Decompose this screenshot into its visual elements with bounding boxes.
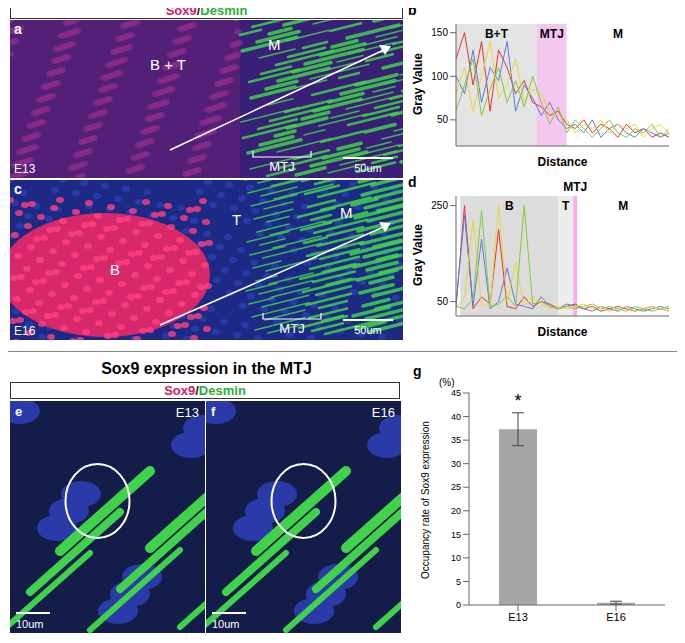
- html-text:d: d: [408, 174, 417, 190]
- svg-text:10: 10: [451, 553, 461, 563]
- svg-text:20: 20: [451, 506, 461, 516]
- svg-text:MTJ: MTJ: [269, 159, 294, 174]
- html-text:Sox9 / Desmin: Sox9 / Desmin: [165, 3, 248, 18]
- svg-text:15: 15: [451, 530, 461, 540]
- svg-text:E13: E13: [14, 162, 36, 176]
- svg-text:E16: E16: [372, 405, 395, 420]
- svg-text:B+T: B+T: [485, 27, 509, 41]
- svg-text:Gray Value: Gray Value: [411, 224, 425, 286]
- svg-text:*: *: [514, 391, 521, 411]
- html-text:Sox9 expression in the MTJ: Sox9 expression in the MTJ: [101, 360, 312, 377]
- svg-text:50: 50: [437, 114, 449, 125]
- svg-text:0: 0: [456, 600, 461, 610]
- svg-text:50: 50: [437, 296, 449, 307]
- svg-text:150: 150: [431, 27, 448, 38]
- svg-text:50um: 50um: [354, 324, 382, 336]
- svg-text:25: 25: [451, 482, 461, 492]
- svg-text:f: f: [211, 404, 216, 419]
- svg-text:Distance: Distance: [537, 155, 587, 169]
- svg-text:E13: E13: [508, 611, 528, 623]
- svg-text:MTJ: MTJ: [563, 180, 587, 194]
- svg-text:MTJ: MTJ: [540, 27, 564, 41]
- svg-text:250: 250: [431, 200, 448, 211]
- svg-text:c: c: [14, 181, 22, 197]
- svg-text:45: 45: [451, 388, 461, 398]
- svg-text:M: M: [613, 27, 623, 41]
- svg-text:E16: E16: [14, 324, 36, 338]
- svg-text:B: B: [110, 261, 120, 278]
- svg-text:B + T: B + T: [150, 56, 186, 73]
- svg-text:50um: 50um: [354, 162, 382, 174]
- svg-text:100: 100: [431, 71, 448, 82]
- svg-text:30: 30: [451, 459, 461, 469]
- svg-text:a: a: [14, 21, 22, 37]
- svg-text:MTJ: MTJ: [279, 321, 304, 336]
- svg-text:35: 35: [451, 435, 461, 445]
- svg-text:M: M: [340, 204, 353, 221]
- svg-text:40: 40: [451, 412, 461, 422]
- svg-text:M: M: [268, 36, 281, 53]
- svg-text:10um: 10um: [212, 618, 240, 630]
- html-text:g: g: [413, 363, 422, 379]
- svg-text:T: T: [562, 199, 570, 213]
- svg-text:e: e: [15, 404, 22, 419]
- svg-text:Distance: Distance: [537, 325, 587, 339]
- svg-text:E16: E16: [606, 611, 626, 623]
- svg-text:Occupancy rate of Sox9 express: Occupancy rate of Sox9 expression: [420, 421, 431, 579]
- svg-text:5: 5: [456, 577, 461, 587]
- svg-text:B: B: [505, 199, 514, 213]
- svg-text:10um: 10um: [16, 618, 44, 630]
- svg-text:M: M: [618, 199, 628, 213]
- svg-text:T: T: [232, 211, 241, 228]
- svg-text:E13: E13: [176, 405, 199, 420]
- html-text:b: b: [408, 2, 417, 18]
- html-text:Sox9 / Desmin: Sox9 / Desmin: [164, 383, 246, 398]
- svg-text:Gray Value: Gray Value: [411, 53, 425, 115]
